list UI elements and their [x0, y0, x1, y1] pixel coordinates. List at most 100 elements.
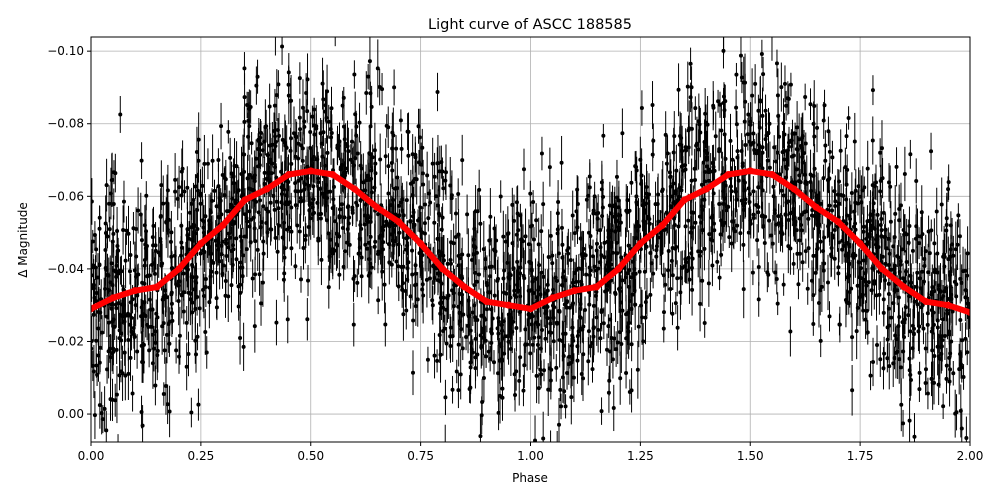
- data-point: [126, 312, 130, 316]
- data-point: [440, 228, 444, 232]
- data-point: [427, 191, 431, 195]
- data-point: [363, 213, 367, 217]
- data-point: [219, 124, 223, 128]
- data-point: [460, 276, 464, 280]
- data-point: [216, 158, 220, 162]
- data-point: [823, 103, 827, 107]
- data-point: [803, 95, 807, 99]
- data-point: [495, 279, 499, 283]
- data-point: [258, 225, 262, 229]
- data-point: [529, 225, 533, 229]
- data-point: [94, 291, 98, 295]
- data-point: [723, 132, 727, 136]
- data-point: [413, 177, 417, 181]
- data-point: [638, 270, 642, 274]
- data-point: [136, 208, 140, 212]
- data-point: [909, 281, 913, 285]
- data-point: [615, 241, 619, 245]
- data-point: [948, 351, 952, 355]
- data-point: [151, 224, 155, 228]
- data-point: [319, 216, 323, 220]
- data-point: [887, 180, 891, 184]
- data-point: [121, 228, 125, 232]
- data-point: [923, 264, 927, 268]
- data-point: [946, 187, 950, 191]
- data-point: [908, 329, 912, 333]
- data-point: [826, 178, 830, 182]
- data-point: [432, 276, 436, 280]
- data-point: [734, 73, 738, 77]
- data-point: [602, 321, 606, 325]
- data-point: [407, 130, 411, 134]
- data-point: [369, 235, 373, 239]
- data-point: [546, 316, 550, 320]
- data-point: [661, 188, 665, 192]
- data-point: [330, 106, 334, 110]
- data-point: [143, 258, 147, 262]
- data-point: [499, 342, 503, 346]
- data-point: [466, 253, 470, 257]
- data-point: [277, 224, 281, 228]
- data-point: [560, 161, 564, 165]
- data-point: [154, 243, 158, 247]
- data-point: [871, 209, 875, 213]
- data-point: [904, 305, 908, 309]
- data-point: [238, 336, 242, 340]
- data-point: [98, 346, 102, 350]
- data-point: [943, 334, 947, 338]
- data-point: [935, 271, 939, 275]
- data-point: [743, 81, 747, 85]
- data-point: [761, 72, 765, 76]
- data-point: [570, 303, 574, 307]
- data-point: [325, 218, 329, 222]
- data-point: [738, 231, 742, 235]
- data-point: [564, 404, 568, 408]
- data-point: [882, 297, 886, 301]
- data-point: [173, 178, 177, 182]
- data-point: [457, 254, 461, 258]
- data-point: [648, 293, 652, 297]
- data-point: [552, 316, 556, 320]
- data-point: [691, 257, 695, 261]
- data-point: [605, 348, 609, 352]
- data-point: [274, 140, 278, 144]
- data-point: [216, 184, 220, 188]
- data-point: [411, 214, 415, 218]
- data-point: [620, 131, 624, 135]
- data-point: [940, 338, 944, 342]
- data-point: [584, 273, 588, 277]
- data-point: [790, 210, 794, 214]
- data-point: [273, 104, 277, 108]
- data-point: [783, 82, 787, 86]
- data-point: [569, 258, 573, 262]
- data-point: [268, 104, 272, 108]
- data-point: [411, 152, 415, 156]
- data-point: [530, 280, 534, 284]
- data-point: [756, 205, 760, 209]
- data-point: [561, 375, 565, 379]
- data-point: [750, 94, 754, 98]
- data-point: [760, 52, 764, 56]
- data-point: [331, 197, 335, 201]
- data-point: [185, 186, 189, 190]
- data-point: [648, 251, 652, 255]
- data-point: [256, 248, 260, 252]
- data-point: [901, 349, 905, 353]
- data-point: [869, 374, 873, 378]
- data-point: [488, 290, 492, 294]
- data-point: [540, 328, 544, 332]
- data-point: [215, 271, 219, 275]
- data-point: [617, 228, 621, 232]
- data-point: [655, 244, 659, 248]
- data-point: [509, 273, 513, 277]
- data-point: [208, 223, 212, 227]
- data-point: [393, 187, 397, 191]
- data-point: [198, 192, 202, 196]
- data-point: [289, 205, 293, 209]
- data-point: [636, 368, 640, 372]
- data-point: [662, 310, 666, 314]
- data-point: [734, 190, 738, 194]
- data-point: [469, 329, 473, 333]
- data-point: [250, 141, 254, 145]
- data-point: [273, 208, 277, 212]
